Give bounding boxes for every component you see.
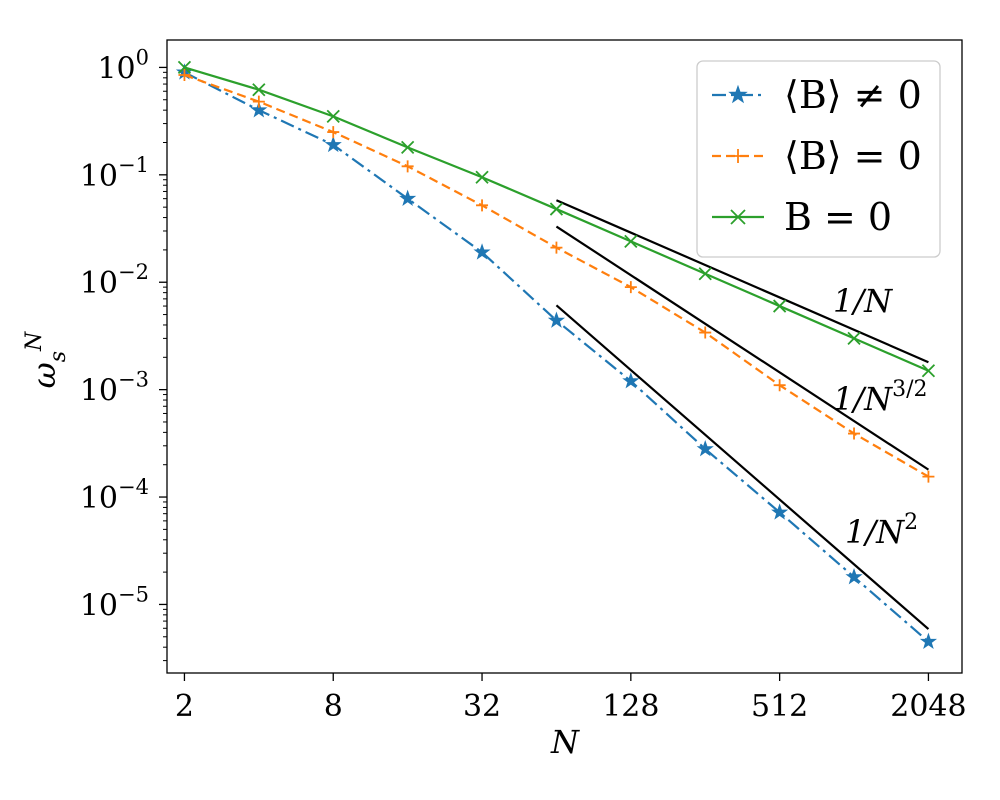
series-layer [175,60,938,649]
data-point-star [845,568,863,585]
data-point-plus [731,149,745,163]
data-point-plus [327,126,340,139]
data-point-x [252,83,266,97]
series-2 [178,68,935,483]
data-point-plus [401,160,414,173]
y-tick-label: 10−5 [80,582,149,623]
x-tick-label: 512 [751,689,808,724]
data-point-x [326,109,340,124]
data-point-star [919,632,938,649]
data-point-star [728,84,748,104]
legend: ⟨B⟩ ≠ 0 ⟨B⟩ = 0 B = 0 [696,60,941,258]
legend-label: B = 0 [784,195,892,239]
legend-entry: ⟨B⟩ = 0 [712,134,922,178]
legend-label: ⟨B⟩ = 0 [784,134,922,178]
data-point-star [473,243,491,260]
reference-lines [555,199,930,630]
legend-box [696,60,941,258]
data-point-x [624,234,638,249]
data-point-x [730,209,746,225]
data-point-x [921,364,936,378]
reference-line [555,199,929,364]
data-point-star [324,135,342,153]
data-point-plus [624,281,637,294]
annotations: 1/N 1/N3/2 1/N2 [833,282,928,551]
data-point-star [250,101,268,118]
y-tick-label: 10−2 [80,260,149,301]
x-axis-label: N [550,723,580,761]
data-point-plus [699,326,712,339]
x-tick-label: 32 [463,689,501,724]
reference-line-label: 1/N2 [845,510,918,551]
data-point-x [772,299,787,313]
data-point-x [401,140,415,155]
data-point-star [771,503,789,520]
y-tick-label: 100 [97,45,149,86]
data-point-x [847,331,861,346]
data-point-x [475,170,489,184]
x-axis: 2 8 32 128 512 2048 [175,673,967,724]
reference-line-label: 1/N [833,282,893,320]
data-point-x [177,60,192,75]
y-tick-label: 10−4 [80,475,149,516]
data-point-x [698,267,712,281]
reference-line-label: 1/N3/2 [833,377,928,418]
y-axis: 100 10−1 10−2 10−3 10−4 10−5 [80,45,167,623]
data-point-plus [178,68,191,81]
data-point-plus [550,241,563,254]
data-point-plus [773,379,786,392]
x-tick-label: 2 [175,689,194,724]
reference-line [555,225,930,471]
legend-entry: B = 0 [712,195,892,239]
y-tick-label: 10−3 [80,368,149,409]
data-point-plus [252,95,265,108]
plot-frame [166,39,963,674]
x-tick-label: 2048 [890,689,966,724]
minor-ticks [163,71,167,662]
series-3 [177,60,936,378]
y-axis-label: ωsN [22,331,71,388]
data-point-star [696,439,714,457]
legend-label: ⟨B⟩ ≠ 0 [784,73,922,117]
data-point-x [549,202,564,216]
y-tick-label: 10−1 [80,153,149,194]
x-tick-label: 128 [602,689,659,724]
reference-line [555,304,930,630]
data-point-star [622,372,640,389]
data-point-plus [476,199,489,212]
data-point-plus [848,427,861,440]
x-tick-label: 8 [324,689,343,724]
data-point-star [547,311,566,328]
data-point-star [399,189,417,206]
legend-entry: ⟨B⟩ ≠ 0 [712,73,922,117]
data-point-plus [922,470,935,483]
series-line [183,71,930,643]
